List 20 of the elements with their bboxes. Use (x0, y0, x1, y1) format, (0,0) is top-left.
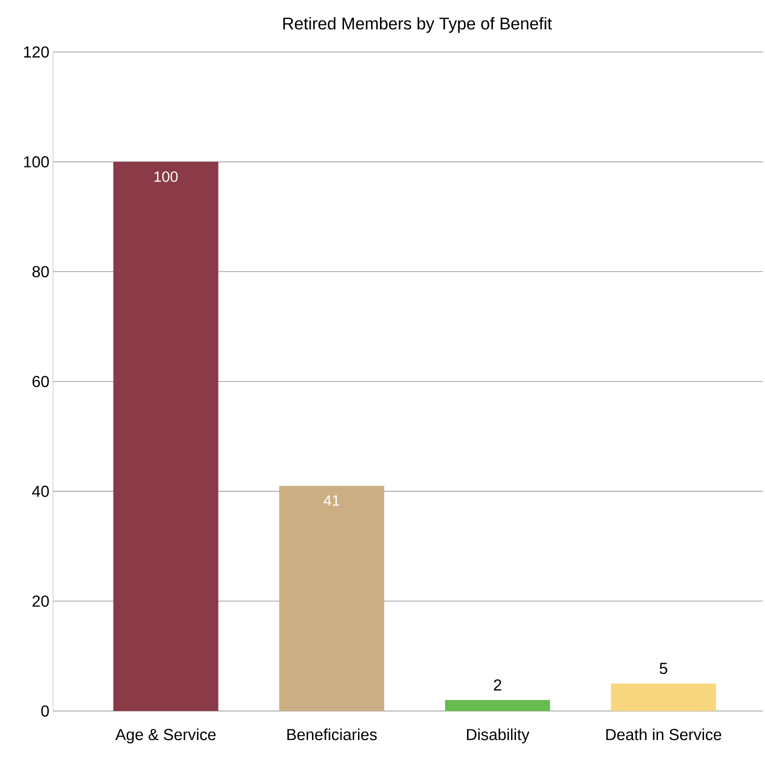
y-tick-label: 60 (32, 376, 49, 388)
bar (610, 684, 716, 711)
data-label: 2 (494, 679, 502, 690)
y-tick-label: 80 (32, 266, 49, 278)
y-tick-label: 40 (32, 486, 49, 497)
bar (113, 162, 218, 711)
chart-title: Retired Members by Type of Benefit (283, 17, 552, 33)
bar (279, 486, 384, 711)
y-tick-label: 120 (24, 46, 49, 58)
y-tick-label: 0 (41, 705, 49, 717)
bar (445, 700, 550, 711)
x-tick-label: Beneficiaries (287, 728, 377, 740)
data-label: 41 (324, 495, 340, 506)
x-tick-label: Disability (467, 728, 530, 744)
y-tick-label: 20 (32, 596, 49, 607)
x-tick-label: Age & Service (115, 728, 216, 744)
data-label: 5 (660, 662, 668, 674)
x-tick-label: Death in Service (606, 728, 722, 740)
data-label: 100 (154, 171, 178, 182)
y-tick-label: 100 (24, 156, 49, 168)
